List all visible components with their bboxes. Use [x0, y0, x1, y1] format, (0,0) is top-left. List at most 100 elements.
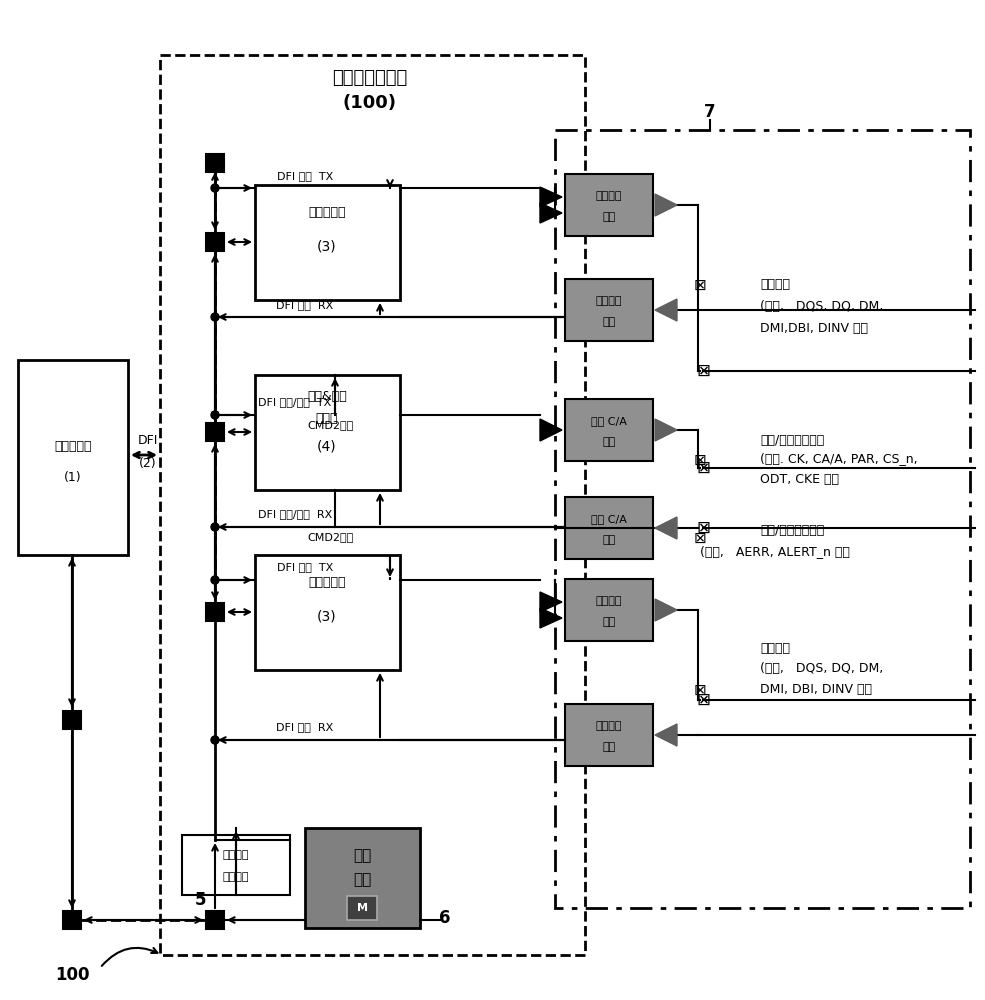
Bar — [255, 555, 400, 670]
Circle shape — [211, 523, 219, 531]
Text: S: S — [212, 427, 219, 437]
Bar — [565, 579, 653, 641]
Text: M: M — [357, 903, 367, 913]
Bar — [63, 911, 81, 929]
Text: (3): (3) — [317, 610, 337, 624]
Text: DFI: DFI — [138, 434, 159, 448]
Bar — [555, 130, 970, 908]
Bar — [565, 279, 653, 341]
Text: 通道: 通道 — [603, 742, 616, 752]
Bar — [182, 835, 290, 895]
Bar — [206, 423, 224, 441]
Bar — [255, 375, 400, 490]
Text: S: S — [212, 237, 219, 247]
Bar — [565, 399, 653, 461]
Text: (2): (2) — [139, 456, 157, 470]
Polygon shape — [540, 187, 562, 207]
Bar — [255, 185, 400, 300]
Text: 传送 C/A: 传送 C/A — [591, 416, 626, 426]
Text: ⊠: ⊠ — [696, 362, 710, 380]
Text: 命令&地址: 命令&地址 — [307, 390, 347, 403]
Text: 100: 100 — [55, 966, 90, 984]
Text: (1): (1) — [64, 471, 82, 484]
Polygon shape — [655, 419, 677, 441]
Text: (4): (4) — [317, 440, 337, 454]
Bar — [206, 911, 224, 929]
Bar — [206, 154, 224, 172]
Text: 7: 7 — [704, 103, 716, 121]
Text: ⊠: ⊠ — [693, 277, 706, 292]
Text: S: S — [68, 715, 76, 725]
Text: DFI 数据  RX: DFI 数据 RX — [277, 722, 334, 732]
Polygon shape — [655, 599, 677, 621]
Bar — [565, 497, 653, 559]
Text: CMD2数据: CMD2数据 — [307, 420, 354, 430]
Text: (100): (100) — [343, 94, 397, 112]
Text: ODT, CKE 等）: ODT, CKE 等） — [760, 473, 839, 486]
Text: (例如,   AERR, ALERT_n 等）: (例如, AERR, ALERT_n 等） — [700, 545, 850, 558]
Text: 内存定序器系统: 内存定序器系统 — [332, 69, 408, 87]
Polygon shape — [655, 194, 677, 216]
Text: DFI 数据  TX: DFI 数据 TX — [277, 562, 333, 572]
Circle shape — [211, 184, 219, 192]
Text: 命令/地址输入引脚: 命令/地址输入引脚 — [760, 524, 824, 536]
Bar — [63, 711, 81, 729]
Polygon shape — [655, 724, 677, 746]
Bar — [565, 704, 653, 766]
Text: 控制中心: 控制中心 — [223, 850, 249, 860]
Text: 数据定序器: 数据定序器 — [308, 576, 346, 589]
Text: 片上网络: 片上网络 — [223, 872, 249, 882]
Polygon shape — [540, 419, 562, 441]
Circle shape — [211, 736, 219, 744]
Circle shape — [211, 411, 219, 419]
Text: DFI 数据  TX: DFI 数据 TX — [277, 171, 333, 181]
Bar — [206, 603, 224, 621]
Polygon shape — [540, 608, 562, 628]
Text: DFI 命令/地址  RX: DFI 命令/地址 RX — [258, 509, 332, 519]
Text: 命令/地址输出引脚: 命令/地址输出引脚 — [760, 434, 824, 446]
Text: ⊠: ⊠ — [696, 691, 710, 709]
Text: (例如,   DQS, DQ, DM,: (例如, DQS, DQ, DM, — [760, 300, 884, 313]
Text: 通道: 通道 — [603, 535, 616, 545]
Text: 传送数据: 传送数据 — [596, 191, 623, 201]
Text: S: S — [212, 607, 219, 617]
Text: 5: 5 — [194, 891, 206, 909]
Text: 传送数据: 传送数据 — [596, 596, 623, 606]
Text: 通道: 通道 — [603, 317, 616, 327]
Text: S: S — [212, 158, 219, 168]
Polygon shape — [655, 517, 677, 539]
Circle shape — [211, 313, 219, 321]
Text: DFI 数据  RX: DFI 数据 RX — [277, 300, 334, 310]
Bar — [347, 896, 377, 920]
Bar — [565, 174, 653, 236]
Text: 通道: 通道 — [603, 212, 616, 222]
Text: S: S — [68, 915, 76, 925]
Text: DFI 命令/地址  TX: DFI 命令/地址 TX — [258, 397, 332, 407]
Text: 数据引脚: 数据引脚 — [760, 642, 790, 654]
Text: 通道: 通道 — [603, 437, 616, 447]
Bar — [206, 233, 224, 251]
Text: (3): (3) — [317, 240, 337, 254]
Text: DMI, DBI, DINV 等）: DMI, DBI, DINV 等） — [760, 683, 872, 696]
Polygon shape — [540, 203, 562, 223]
Text: ⊠: ⊠ — [696, 519, 710, 537]
Text: ⊠: ⊠ — [693, 530, 706, 546]
Text: 中心: 中心 — [353, 872, 371, 888]
Text: (例如,   DQS, DQ, DM,: (例如, DQS, DQ, DM, — [760, 662, 884, 675]
Text: 数据引脚: 数据引脚 — [760, 278, 790, 292]
Bar — [305, 828, 420, 928]
Circle shape — [211, 576, 219, 584]
Text: ⊠: ⊠ — [693, 452, 706, 468]
Text: ⊠: ⊠ — [696, 459, 710, 477]
Text: 接收数据: 接收数据 — [596, 296, 623, 306]
Text: (例如. CK, CA/A, PAR, CS_n,: (例如. CK, CA/A, PAR, CS_n, — [760, 452, 918, 465]
Text: 内存控制器: 内存控制器 — [54, 440, 92, 454]
Polygon shape — [655, 299, 677, 321]
Text: S: S — [212, 915, 219, 925]
Polygon shape — [540, 592, 562, 612]
Text: 接收数据: 接收数据 — [596, 721, 623, 731]
Text: 6: 6 — [439, 909, 451, 927]
Text: CMD2数据: CMD2数据 — [307, 532, 354, 542]
Text: 接收 C/A: 接收 C/A — [591, 514, 626, 524]
Text: 数据定序器: 数据定序器 — [308, 207, 346, 220]
